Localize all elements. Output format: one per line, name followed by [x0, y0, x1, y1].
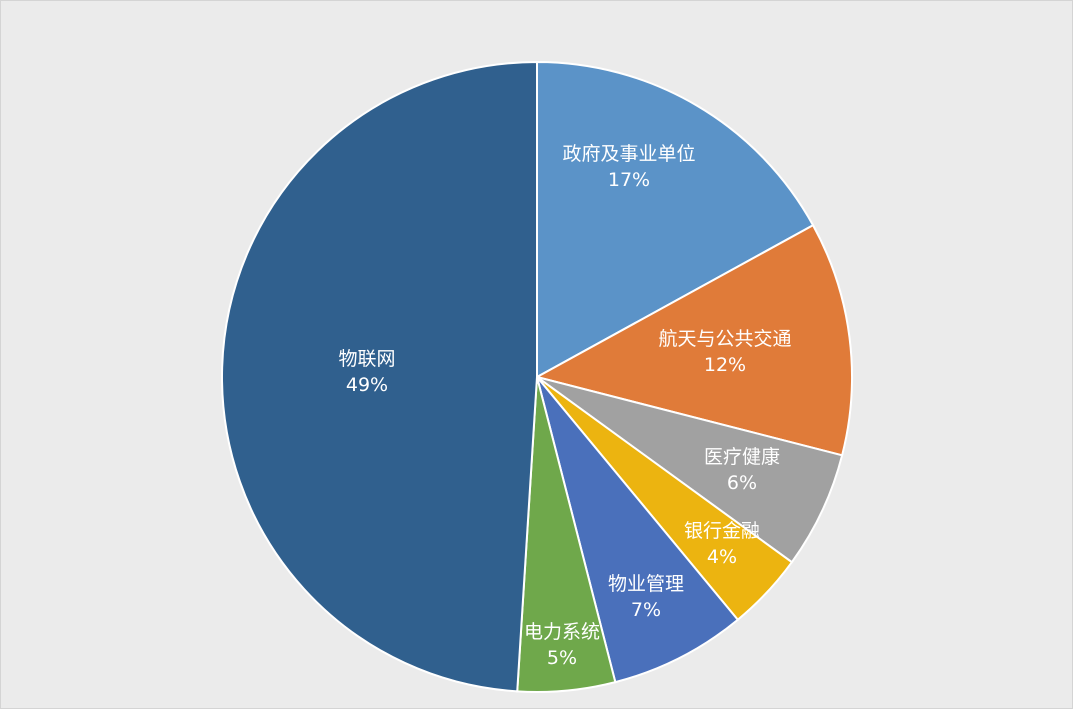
- slice-category-label: 医疗健康: [704, 446, 780, 468]
- pie-slice-0: [536, 60, 815, 379]
- slice-category-label: 物业管理: [608, 573, 684, 595]
- slice-percent-label: 49%: [346, 374, 388, 396]
- slice-percent-label: 4%: [707, 546, 737, 568]
- slice-category-label: 航天与公共交通: [658, 328, 791, 350]
- slice-category-label: 银行金融: [684, 520, 760, 542]
- pie-slice-4: [536, 376, 740, 684]
- slice-percent-label: 7%: [631, 599, 661, 621]
- slice-percent-label: 12%: [704, 354, 746, 376]
- slice-category-label: 政府及事业单位: [562, 143, 695, 165]
- slice-category-label: 物联网: [338, 348, 395, 370]
- pie-slice-6: [221, 60, 538, 693]
- slice-category-label: 电力系统: [524, 621, 600, 643]
- slice-percent-label: 17%: [608, 169, 650, 191]
- slice-percent-label: 6%: [727, 472, 757, 494]
- slice-percent-label: 5%: [547, 647, 577, 669]
- pie-slice-1: [534, 223, 853, 457]
- pie-slice-2: [536, 376, 844, 564]
